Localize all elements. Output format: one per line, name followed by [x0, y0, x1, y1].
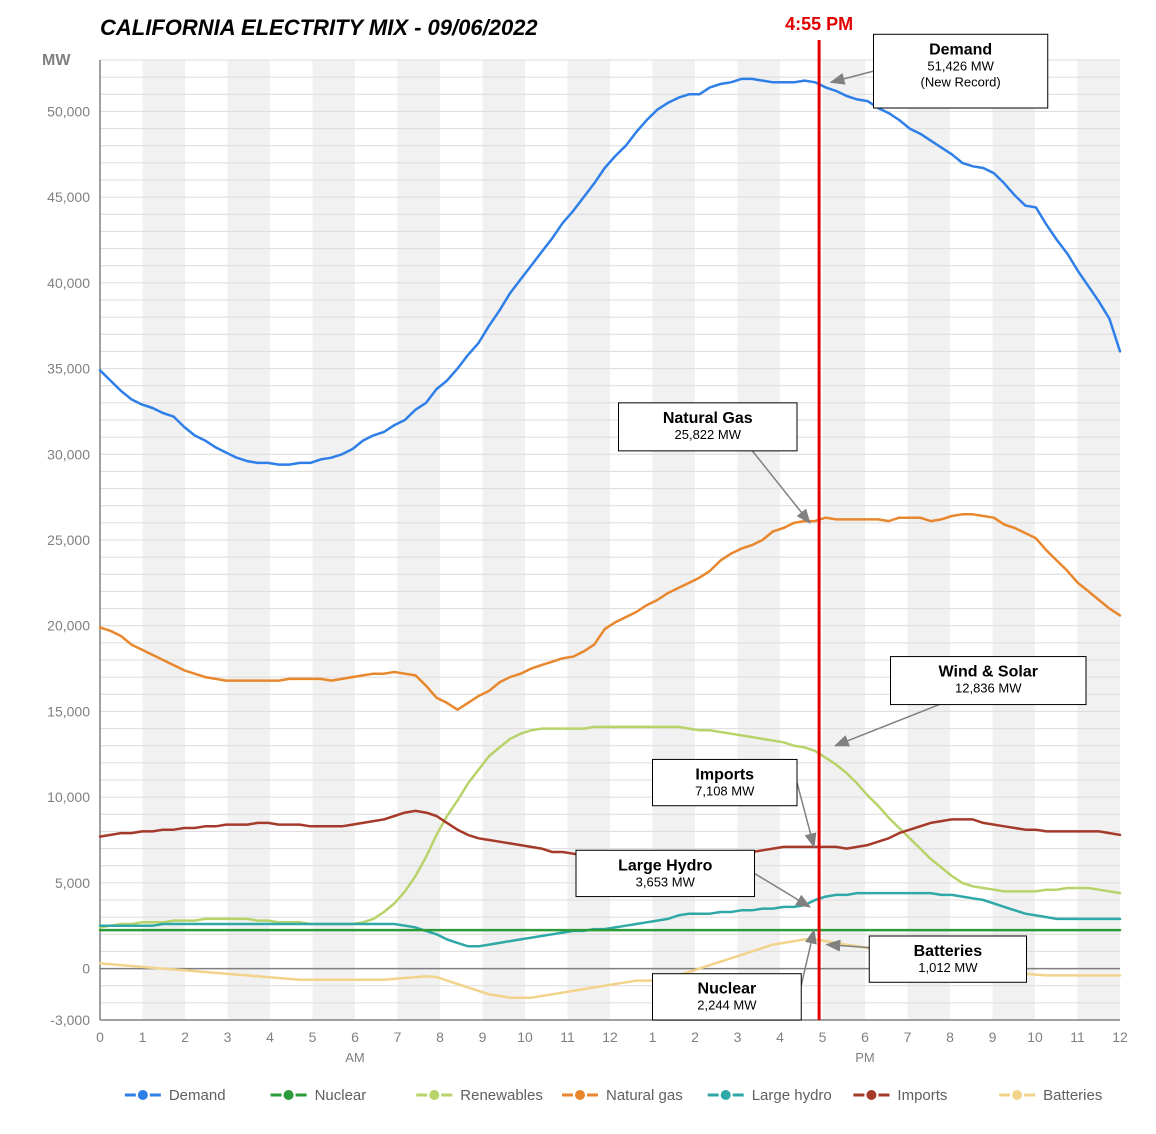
callout-title-renewables: Wind & Solar: [939, 664, 1038, 681]
x-tick-label: 11: [1070, 1029, 1085, 1045]
x-tick-label: 2: [181, 1029, 189, 1045]
legend-label-demand: Demand: [169, 1087, 226, 1104]
legend-label-natural_gas: Natural gas: [606, 1087, 683, 1104]
x-tick-label: 9: [989, 1029, 997, 1045]
legend-label-nuclear: Nuclear: [315, 1087, 367, 1104]
y-axis-label: MW: [42, 52, 71, 69]
callout-line-renewables: 12,836 MW: [955, 681, 1022, 696]
callout-line-natural_gas: 25,822 MW: [675, 427, 742, 442]
y-tick-label: 20,000: [47, 618, 90, 634]
legend-marker: [721, 1090, 731, 1100]
legend-marker: [429, 1090, 439, 1100]
legend-marker: [138, 1090, 148, 1100]
legend-label-batteries: Batteries: [1043, 1087, 1102, 1104]
chart-title: CALIFORNIA ELECTRITY MIX - 09/06/2022: [100, 15, 538, 40]
x-tick-label: 10: [517, 1029, 533, 1045]
callout-title-large_hydro: Large Hydro: [618, 857, 712, 874]
callout-line-demand: (New Record): [921, 74, 1001, 89]
x-tick-label: 8: [436, 1029, 444, 1045]
x-tick-label: 12: [1112, 1029, 1128, 1045]
x-tick-label: 4: [266, 1029, 274, 1045]
callout-title-batteries: Batteries: [914, 943, 983, 960]
y-tick-label: 50,000: [47, 103, 90, 119]
callout-title-imports: Imports: [695, 766, 754, 783]
x-tick-label: 5: [819, 1029, 827, 1045]
x-tick-label: 10: [1027, 1029, 1043, 1045]
legend-marker: [1012, 1090, 1022, 1100]
x-tick-label: 7: [904, 1029, 912, 1045]
callout-line-batteries: 1,012 MW: [918, 960, 978, 975]
callout-line-imports: 7,108 MW: [695, 783, 755, 798]
y-tick-label: 0: [82, 961, 90, 977]
x-tick-label: 6: [351, 1029, 359, 1045]
x-tick-label: 8: [946, 1029, 954, 1045]
legend-label-renewables: Renewables: [460, 1087, 543, 1104]
callout-title-demand: Demand: [929, 41, 992, 58]
x-tick-label: 3: [734, 1029, 742, 1045]
y-tick-label: 40,000: [47, 275, 90, 291]
y-tick-label: 10,000: [47, 789, 90, 805]
legend-label-large_hydro: Large hydro: [752, 1087, 832, 1104]
y-tick-label: -3,000: [50, 1012, 90, 1028]
legend-marker: [575, 1090, 585, 1100]
x-tick-label: 1: [649, 1029, 657, 1045]
y-tick-label: 45,000: [47, 189, 90, 205]
x-tick-label: 4: [776, 1029, 784, 1045]
y-tick-label: 15,000: [47, 703, 90, 719]
x-tick-label: 5: [309, 1029, 317, 1045]
x-tick-label: 12: [602, 1029, 618, 1045]
callout-line-demand: 51,426 MW: [927, 58, 994, 73]
chart-svg: -3,000 0 5,000 10,000 15,000 20,000 25,000 30,0…: [0, 0, 1156, 1134]
legend-marker: [284, 1090, 294, 1100]
y-tick-label: 5,000: [55, 875, 90, 891]
callout-line-large_hydro: 3,653 MW: [636, 874, 696, 889]
callout-line-nuclear: 2,244 MW: [697, 998, 757, 1013]
legend-marker: [866, 1090, 876, 1100]
callout-title-natural_gas: Natural Gas: [663, 410, 753, 427]
x-tick-label: 3: [224, 1029, 232, 1045]
x-tick-label: 6: [861, 1029, 869, 1045]
x-tick-label: 7: [394, 1029, 402, 1045]
x-tick-label: 9: [479, 1029, 487, 1045]
x-tick-label: 1: [139, 1029, 147, 1045]
x-axis-pm-label: PM: [855, 1050, 875, 1065]
time-marker-label: 4:55 PM: [785, 14, 853, 34]
x-tick-label: 11: [560, 1029, 575, 1045]
y-tick-label: 35,000: [47, 361, 90, 377]
x-tick-label: 0: [96, 1029, 104, 1045]
legend-label-imports: Imports: [897, 1087, 947, 1104]
y-tick-label: 30,000: [47, 446, 90, 462]
chart-container: -3,000 0 5,000 10,000 15,000 20,000 25,000 30,0…: [0, 0, 1156, 1134]
x-tick-label: 2: [691, 1029, 699, 1045]
y-tick-label: 25,000: [47, 532, 90, 548]
x-axis-am-label: AM: [345, 1050, 365, 1065]
callout-title-nuclear: Nuclear: [698, 981, 757, 998]
